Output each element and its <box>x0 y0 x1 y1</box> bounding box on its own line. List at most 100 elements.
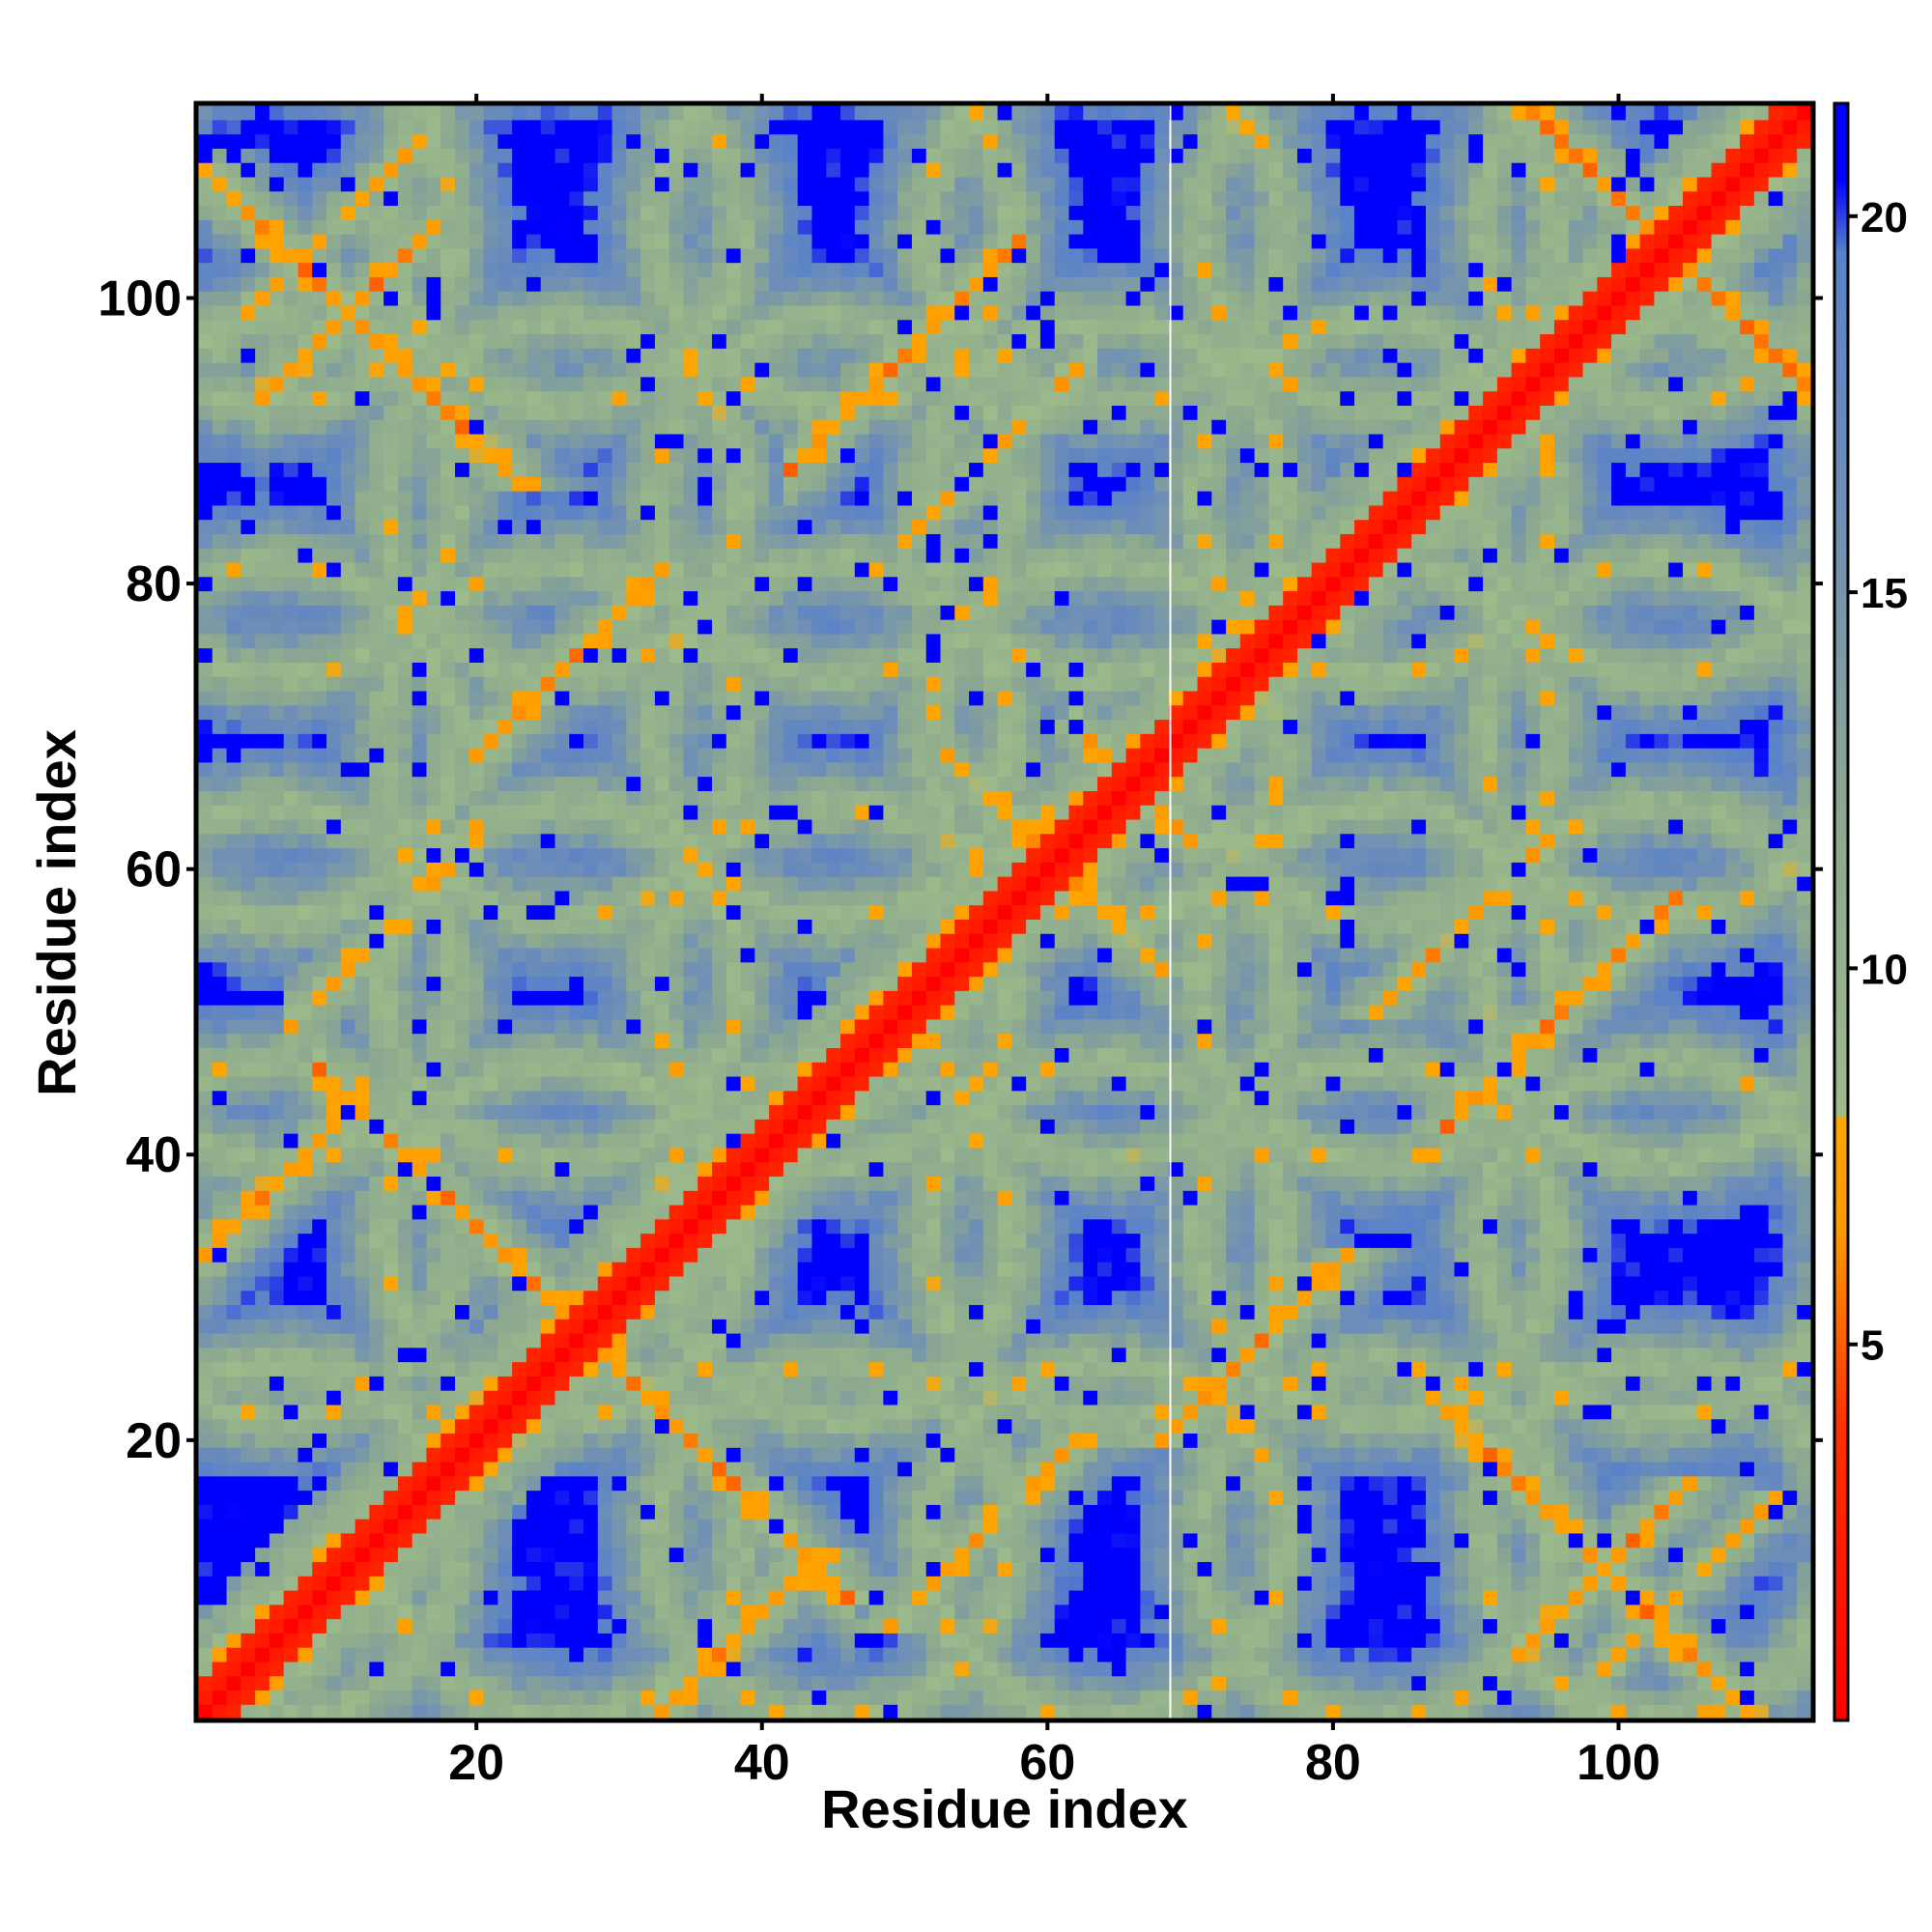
heatmap-cell <box>397 1047 413 1063</box>
heatmap-cell <box>455 190 470 207</box>
heatmap-cell <box>483 190 498 207</box>
heatmap-cell <box>512 1005 527 1020</box>
heatmap-cell <box>769 304 784 321</box>
heatmap-cell <box>540 205 556 220</box>
heatmap-cell <box>611 433 627 449</box>
heatmap-cell <box>725 1176 742 1191</box>
heatmap-cell <box>697 376 713 392</box>
heatmap-cell <box>269 333 285 349</box>
heatmap-cell <box>483 1247 498 1263</box>
heatmap-cell <box>212 476 228 492</box>
heatmap-cell <box>554 1547 570 1563</box>
heatmap-cell <box>782 1690 799 1705</box>
heatmap-cell <box>298 548 313 563</box>
heatmap-cell <box>725 876 742 892</box>
heatmap-cell <box>469 1304 485 1320</box>
heatmap-cell <box>611 1133 627 1149</box>
heatmap-cell <box>654 576 670 592</box>
heatmap-cell <box>654 234 670 249</box>
heatmap-cell <box>312 1347 327 1363</box>
heatmap-cell <box>255 1604 270 1620</box>
heatmap-cell <box>483 1361 498 1377</box>
heatmap-cell <box>554 933 570 949</box>
heatmap-cell <box>712 1504 727 1520</box>
heatmap-cell <box>412 1275 428 1292</box>
heatmap-cell <box>397 1561 413 1577</box>
heatmap-cell <box>540 719 556 734</box>
heatmap-cell <box>526 818 542 835</box>
heatmap-cell <box>697 119 713 135</box>
heatmap-cell <box>554 1647 570 1662</box>
heatmap-cell <box>298 1418 313 1435</box>
heatmap-cell <box>212 1547 228 1563</box>
heatmap-cell <box>298 262 313 277</box>
heatmap-cell <box>797 205 813 220</box>
heatmap-cell <box>640 1576 656 1591</box>
heatmap-cell <box>369 1661 384 1677</box>
heatmap-cell <box>241 947 256 963</box>
heatmap-cell <box>340 105 356 121</box>
heatmap-cell <box>212 1275 228 1292</box>
heatmap-cell <box>269 1704 285 1719</box>
heatmap-cell <box>811 1290 827 1306</box>
heatmap-cell <box>740 719 755 734</box>
heatmap-cell <box>469 504 485 521</box>
heatmap-cell <box>283 548 299 563</box>
heatmap-cell <box>355 1618 370 1634</box>
heatmap-cell <box>512 433 527 449</box>
heatmap-cell <box>226 433 242 449</box>
heatmap-cell <box>255 504 270 521</box>
heatmap-cell <box>241 633 256 649</box>
heatmap-cell <box>369 1133 384 1149</box>
heatmap-cell <box>355 1661 370 1677</box>
heatmap-cell <box>797 433 813 449</box>
heatmap-cell <box>526 1332 542 1349</box>
heatmap-cell <box>212 1589 228 1605</box>
heatmap-cell <box>512 1233 527 1248</box>
heatmap-cell <box>569 590 584 606</box>
heatmap-cell <box>369 976 384 991</box>
heatmap-cell <box>426 433 441 449</box>
heatmap-cell <box>554 291 570 306</box>
heatmap-cell <box>826 1547 841 1563</box>
heatmap-cell <box>469 576 485 592</box>
heatmap-cell <box>426 619 441 635</box>
heatmap-cell <box>769 276 784 292</box>
heatmap-cell <box>740 933 755 949</box>
heatmap-cell <box>312 419 327 435</box>
heatmap-cell <box>455 1247 470 1263</box>
heatmap-cell <box>540 748 556 763</box>
heatmap-cell <box>340 876 356 892</box>
heatmap-cell <box>497 262 513 277</box>
heatmap-cell <box>782 1275 799 1292</box>
heatmap-cell <box>569 561 584 578</box>
heatmap-cell <box>554 1204 570 1220</box>
heatmap-cell <box>640 1604 656 1620</box>
heatmap-cell <box>569 405 584 420</box>
heatmap-cell <box>455 1589 470 1605</box>
heatmap-cell <box>327 234 342 249</box>
heatmap-cell <box>640 362 656 378</box>
heatmap-cell <box>654 1161 670 1178</box>
heatmap-cell <box>554 1589 570 1605</box>
heatmap-cell <box>298 376 313 392</box>
heatmap-cell <box>754 1547 770 1563</box>
heatmap-cell <box>255 376 270 392</box>
heatmap-cell <box>369 276 384 292</box>
heatmap-cell <box>226 390 242 406</box>
heatmap-cell <box>569 390 584 406</box>
heatmap-cell <box>554 576 570 592</box>
heatmap-cell <box>426 919 441 934</box>
heatmap-cell <box>412 1604 428 1620</box>
heatmap-cell <box>554 704 570 721</box>
heatmap-cell <box>226 462 242 477</box>
heatmap-cell <box>440 1190 456 1206</box>
heatmap-cell <box>412 148 428 163</box>
heatmap-cell <box>455 148 470 163</box>
heatmap-cell <box>740 776 755 791</box>
heatmap-cell <box>740 1090 755 1106</box>
heatmap-cell <box>526 1376 542 1391</box>
heatmap-cell <box>283 1461 299 1477</box>
heatmap-cell <box>241 1332 256 1349</box>
heatmap-cell <box>668 576 685 592</box>
